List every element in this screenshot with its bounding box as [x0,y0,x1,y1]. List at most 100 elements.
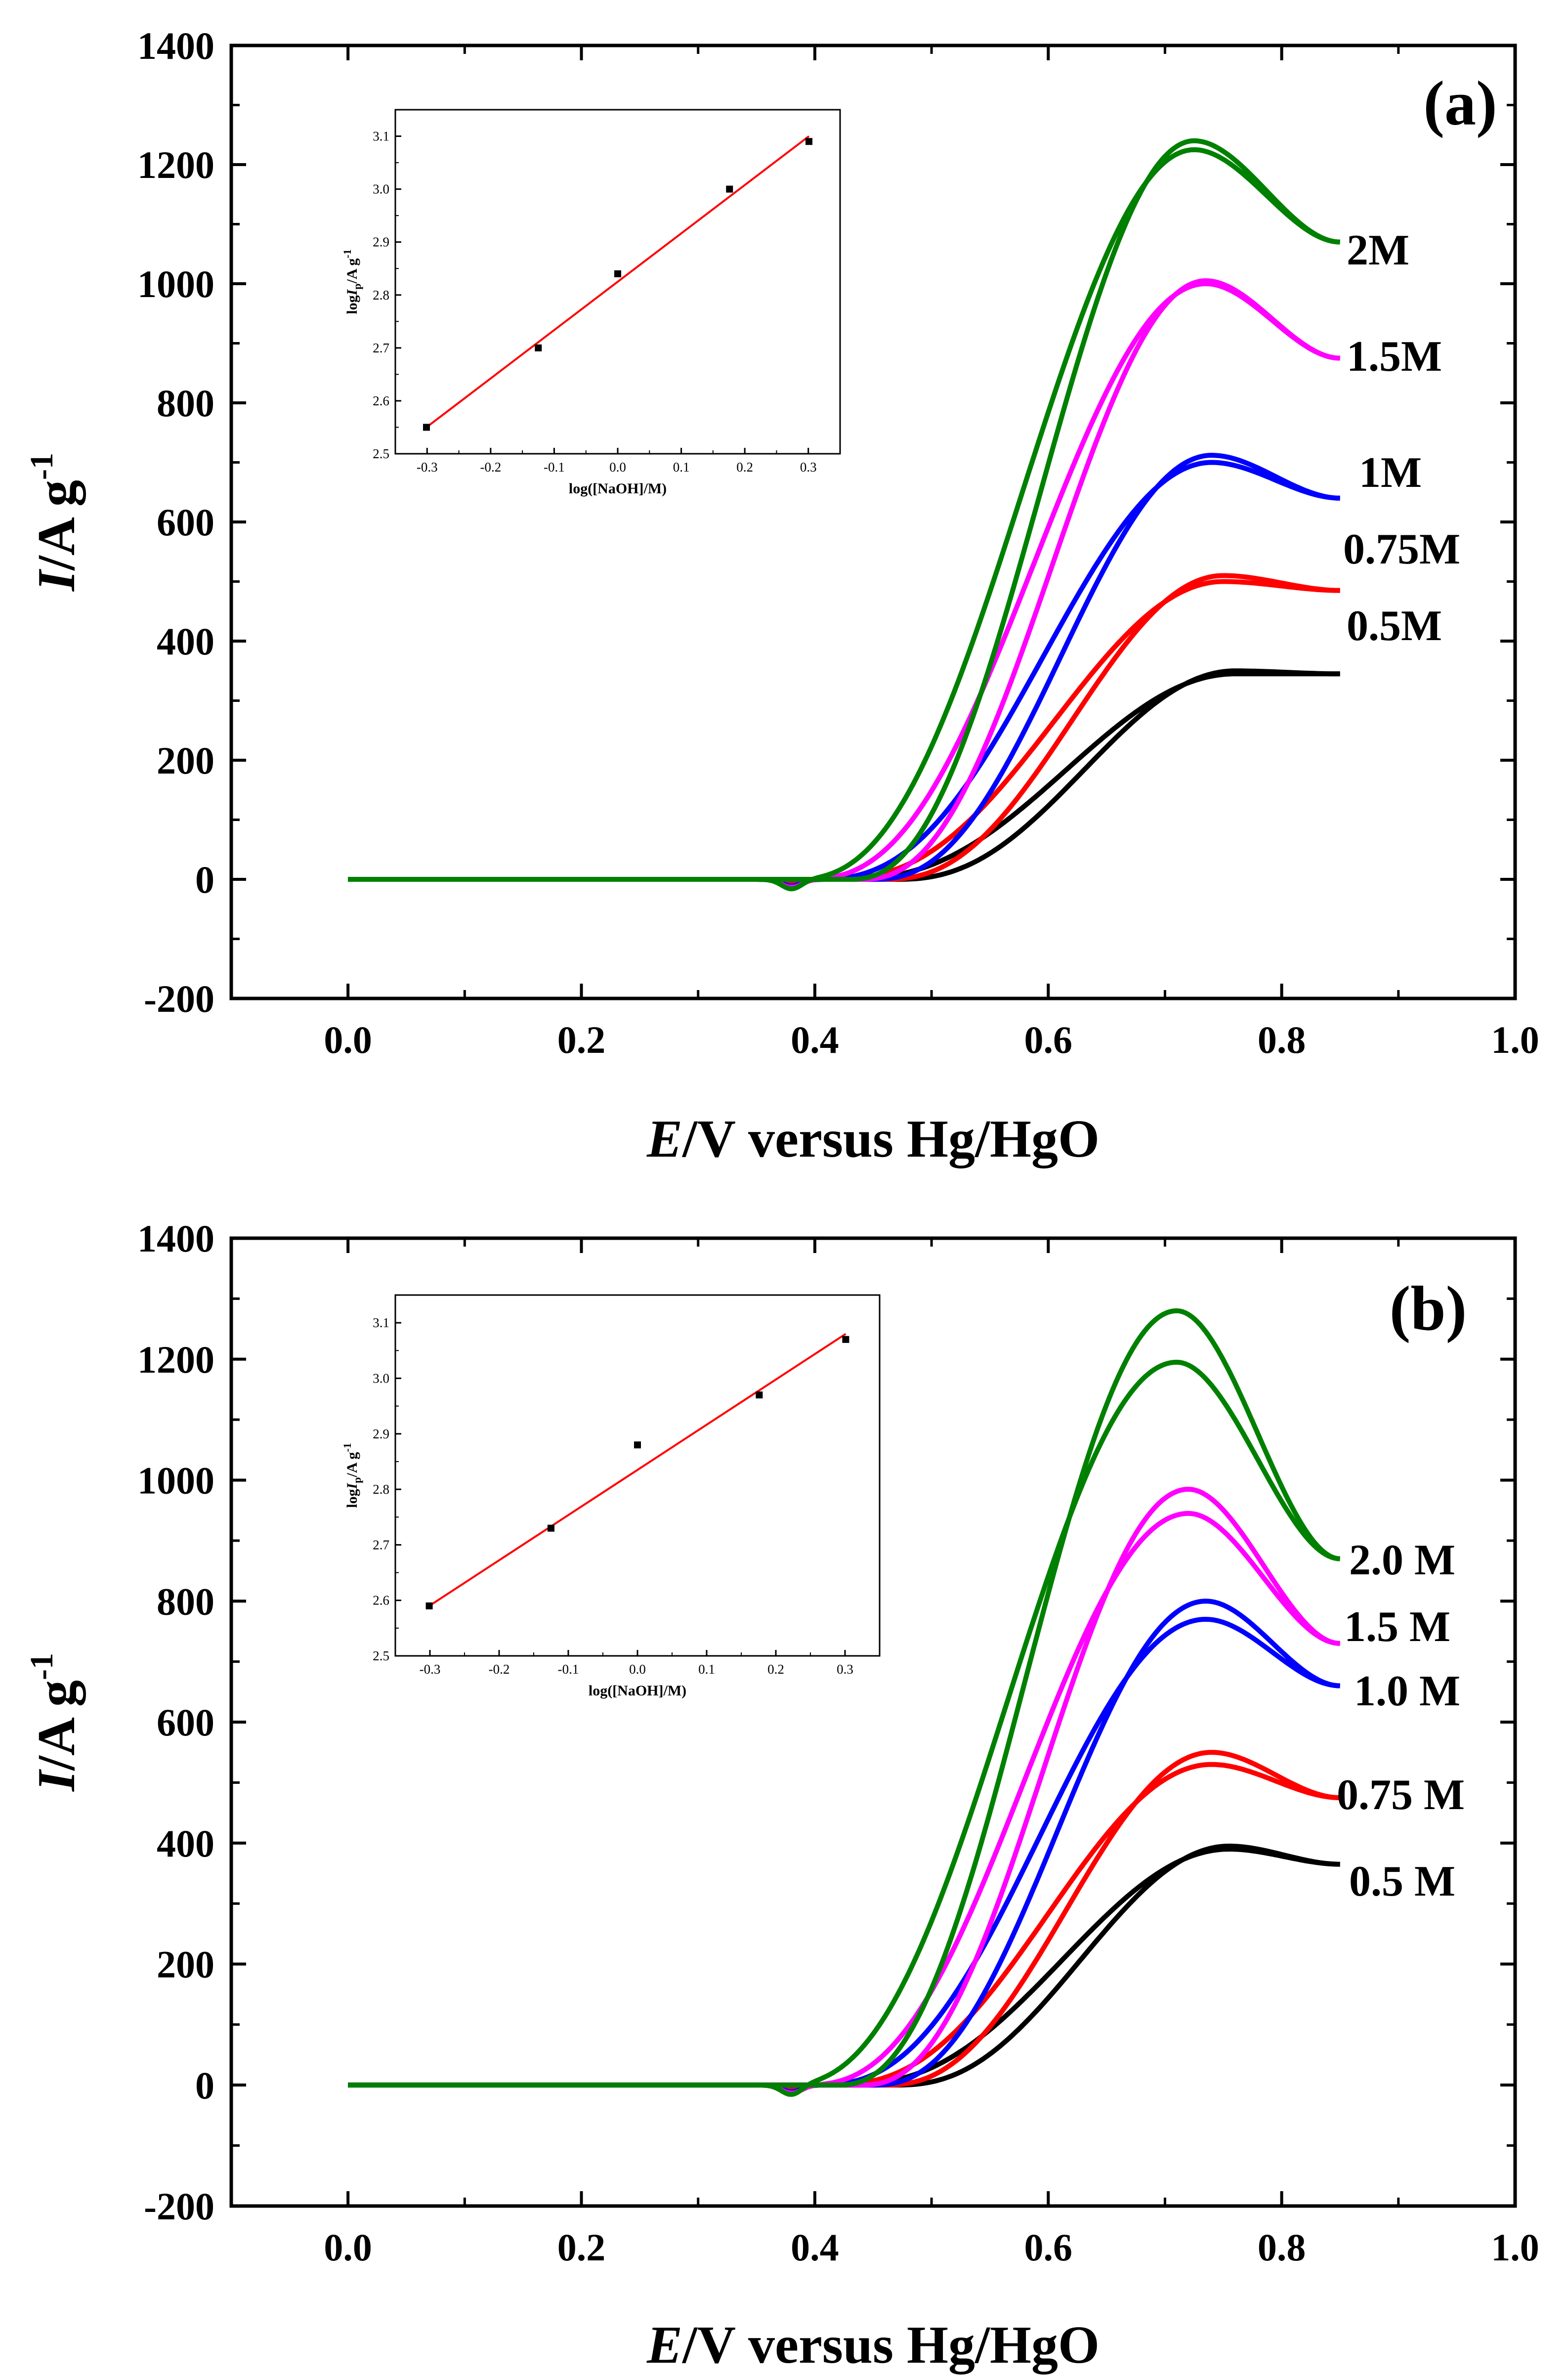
panel-label: (b) [1390,1273,1467,1343]
x-tick-label: 0.2 [557,2226,606,2269]
inset-y-tick-label: 2.6 [373,1593,389,1608]
series-label: 1M [1359,449,1422,497]
inset-x-tick-label: 0.0 [609,460,626,475]
cv-reverse-sweep [348,1359,1341,2097]
y-axis-label-text: /A g [27,480,86,571]
y-tick-label: 1200 [137,1338,214,1381]
inset-data-point [756,1391,763,1399]
y-tick-label: 1400 [137,1217,214,1260]
inset-y-tick-label: 2.7 [373,341,389,355]
y-axis-label-symbol: I [27,568,86,592]
y-tick-label: 0 [195,2064,214,2107]
inset-x-tick-label: -0.1 [558,1662,579,1677]
x-axis-label-text: /V versus Hg/HgO [681,2316,1100,2375]
inset-x-axis-label: log([NaOH]/M) [569,480,667,497]
x-tick-label: 0.6 [1024,1018,1073,1061]
inset-data-point [425,1602,433,1609]
inset-y-label-prefix: log [344,295,360,314]
inset-y-label-superscript: -1 [341,249,353,258]
y-tick-label: 0 [195,858,214,901]
series-label: 2M [1347,226,1409,274]
inset-y-tick-label: 3.0 [373,1371,389,1385]
y-tick-label: 1400 [137,24,214,67]
x-tick-label: 0.8 [1258,2226,1306,2269]
y-tick-label: 600 [157,1701,214,1744]
inset-y-label-superscript: -1 [341,1443,353,1452]
inset-y-tick-label: 2.9 [373,1427,389,1441]
inset-y-tick-label: 2.6 [373,393,389,408]
series-label: 0.75M [1343,525,1460,573]
inset-background [376,95,850,498]
series-2-0-m [348,1308,1341,2097]
y-tick-label: -200 [144,977,214,1020]
y-axis-label-superscript: -1 [24,453,60,480]
inset-y-tick-label: 3.1 [373,129,389,144]
x-axis-label-symbol: E [646,1110,682,1168]
series-label: 1.5M [1347,333,1442,381]
inset: -0.3 -0.2 -0.1 0.0 0.1 0.2 0.3 2.5 2.6 2.7 2.8 2.9 3… [341,95,850,498]
inset-fit-line [425,135,810,429]
series-label: 0.5 M [1349,1858,1455,1905]
x-tick-label: 1.0 [1491,2226,1539,2269]
panel-a: 0.0 0.2 0.4 0.6 0.8 1.0 -200 0 200 400 600 800 1000 1… [24,24,1539,1168]
x-tick-label: 0.8 [1258,1018,1306,1061]
inset-x-tick-label: 0.3 [837,1662,853,1677]
inset-x-tick-label: 0.1 [673,460,690,475]
x-tick-label: 0.0 [324,1018,372,1061]
x-tick-label: 0.6 [1024,2226,1073,2269]
inset-y-label-symbol: I [344,289,360,296]
series-label: 1.5 M [1344,1603,1450,1651]
y-axis-label: I/A g-1 [24,1653,86,1792]
inset-x-tick-label: -0.3 [420,1662,441,1677]
inset-x-tick-label: 0.2 [736,460,753,475]
y-tick-label: 800 [157,382,214,425]
inset-y-tick-label: 3.1 [373,1315,389,1330]
y-tick-label: 600 [157,501,214,544]
inset-y-axis-label: logIp/A g-1 [341,1443,363,1508]
inset-y-tick-label: 2.5 [373,1648,389,1663]
x-tick-label: 0.0 [324,2226,372,2269]
y-tick-label: 1200 [137,143,214,186]
series-label: 2.0 M [1349,1536,1455,1584]
inset-x-tick-label: -0.2 [480,460,501,475]
inset-x-tick-label: -0.2 [489,1662,510,1677]
inset-y-label-symbol: I [344,1482,360,1489]
inset-background [376,1280,889,1700]
x-axis-label: E/V versus Hg/HgO [646,1110,1100,1168]
inset-y-label-unit: /A g [344,259,360,284]
y-tick-label: 200 [157,739,214,782]
y-tick-label: 400 [157,620,214,663]
inset-y-tick-label: 2.8 [373,288,389,303]
x-tick-label: 0.2 [557,1018,606,1061]
cv-reverse-sweep [348,147,1340,892]
inset-y-tick-label: 2.8 [373,1482,389,1497]
y-tick-label: -200 [144,2185,214,2228]
inset-data-point [423,424,430,431]
inset-data-point [842,1336,849,1343]
inset-x-tick-label: -0.3 [417,460,438,475]
inset-y-label-subscript: p [351,1477,363,1483]
inset-y-tick-label: 2.5 [373,446,389,461]
inset-data-point [634,1441,641,1449]
inset-x-tick-label: 0.2 [767,1662,784,1677]
y-axis-label-superscript: -1 [24,1653,60,1680]
x-axis-label: E/V versus Hg/HgO [646,2316,1100,2375]
inset-x-tick-label: -0.1 [544,460,565,475]
inset-y-tick-label: 2.9 [373,235,389,250]
inset: -0.3 -0.2 -0.1 0.0 0.1 0.2 0.3 2.5 2.6 2.7 2.8 2.9 3… [341,1280,889,1700]
series-label: 0.5M [1347,602,1442,650]
inset-y-tick-label: 2.7 [373,1537,389,1552]
y-tick-label: 1000 [137,262,214,305]
inset-data-point [548,1524,554,1532]
inset-y-label-subscript: p [351,283,363,289]
inset-fit-line [428,1333,847,1607]
inset-y-axis-label: logIp/A g-1 [341,249,363,314]
series-label: 0.75 M [1337,1771,1465,1819]
inset-y-tick-label: 3.0 [373,182,389,197]
inset-y-label-unit: /A g [344,1452,360,1478]
series-2m [348,138,1340,892]
y-tick-label: 800 [157,1580,214,1623]
x-axis-label-text: /V versus Hg/HgO [681,1110,1100,1168]
x-axis-label-symbol: E [646,2316,682,2375]
